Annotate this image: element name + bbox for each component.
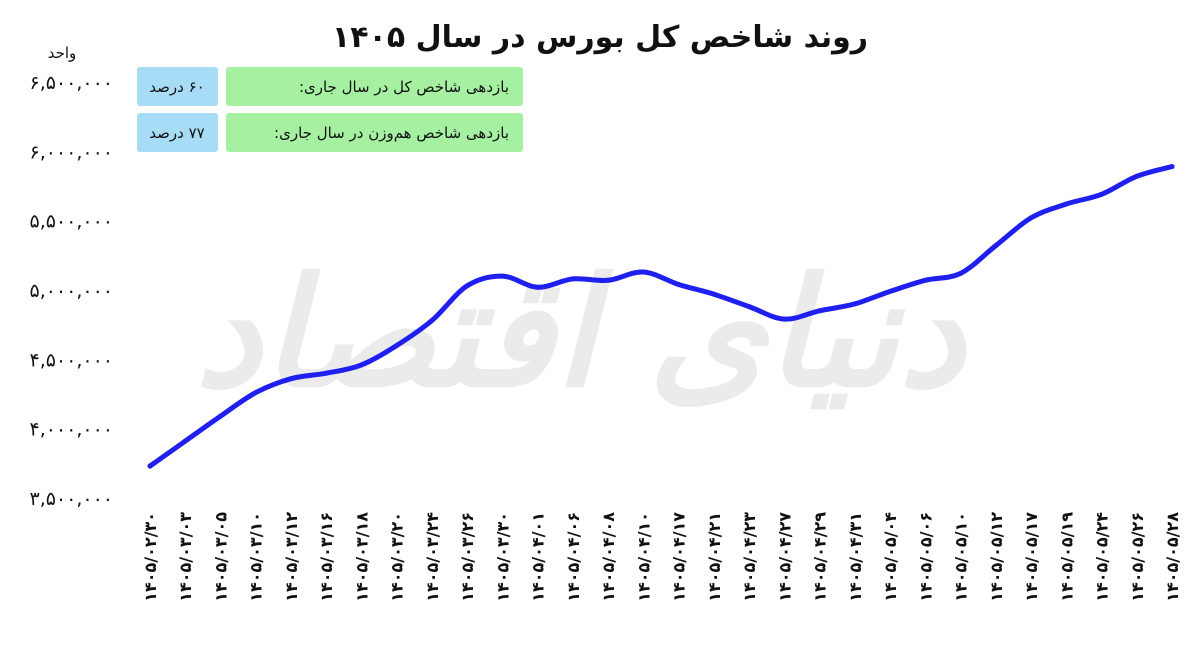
x-tick-label: ۱۴۰۵/۰۵/۲۶ <box>1128 512 1147 602</box>
x-tick-label: ۱۴۰۵/۰۵/۰۴ <box>881 512 900 602</box>
y-axis: ۶,۵۰۰,۰۰۰ ۶,۰۰۰,۰۰۰ ۵,۵۰۰,۰۰۰ ۵,۰۰۰,۰۰۰ ۴,۵۰… <box>29 72 113 510</box>
y-tick-label: ۵,۰۰۰,۰۰۰ <box>29 280 113 302</box>
info-box-1: بازدهی شاخص کل در سال جاری: ۶۰ درصد <box>137 67 523 106</box>
chart-title: روند شاخص کل بورس در سال ۱۴۰۵ <box>332 20 868 55</box>
info-box-1-label: بازدهی شاخص کل در سال جاری: <box>299 78 509 96</box>
y-tick-label: ۶,۰۰۰,۰۰۰ <box>29 141 113 163</box>
series-line <box>147 164 1175 469</box>
x-tick-label: ۱۴۰۵/۰۴/۰۱ <box>529 512 548 602</box>
x-tick-label: ۱۴۰۵/۰۵/۱۰ <box>952 512 971 602</box>
x-tick-label: ۱۴۰۵/۰۳/۲۶ <box>458 512 477 602</box>
data-point <box>711 291 717 297</box>
x-tick-label: ۱۴۰۵/۰۴/۲۷ <box>775 512 794 602</box>
x-tick-label: ۱۴۰۵/۰۵/۰۶ <box>916 512 935 602</box>
data-point <box>1169 164 1175 170</box>
data-point <box>817 308 823 314</box>
x-tick-label: ۱۴۰۵/۰۴/۱۷ <box>670 512 689 602</box>
data-point <box>746 304 752 310</box>
y-tick-label: ۵,۵۰۰,۰۰۰ <box>29 211 113 233</box>
data-point <box>182 438 188 444</box>
x-tick-label: ۱۴۰۵/۰۴/۲۳ <box>740 512 759 602</box>
data-point <box>288 376 294 382</box>
data-point <box>253 390 259 396</box>
data-point <box>781 316 787 322</box>
data-point <box>394 342 400 348</box>
data-point <box>993 243 999 249</box>
data-point <box>1099 191 1105 197</box>
x-tick-label: ۱۴۰۵/۰۳/۰۵ <box>211 512 230 602</box>
x-tick-label: ۱۴۰۵/۰۳/۰۳ <box>176 512 195 602</box>
data-point <box>570 276 576 282</box>
info-box-2-value-bg <box>137 113 218 152</box>
data-point <box>464 283 470 289</box>
y-tick-label: ۴,۵۰۰,۰۰۰ <box>29 349 113 371</box>
x-tick-label: ۱۴۰۵/۰۴/۰۸ <box>599 512 618 602</box>
data-point <box>922 277 928 283</box>
x-tick-label: ۱۴۰۵/۰۳/۱۸ <box>352 512 371 602</box>
data-point <box>958 270 964 276</box>
data-point <box>605 277 611 283</box>
data-point <box>1063 201 1069 207</box>
x-tick-label: ۱۴۰۵/۰۳/۱۲ <box>282 512 301 602</box>
y-tick-label: ۴,۰۰۰,۰۰۰ <box>29 419 113 441</box>
info-box-2-label: بازدهی شاخص هم‌وزن در سال جاری: <box>274 124 509 142</box>
data-point <box>887 288 893 294</box>
data-point <box>535 284 541 290</box>
x-tick-label: ۱۴۰۵/۰۳/۲۰ <box>388 512 407 602</box>
x-tick-label: ۱۴۰۵/۰۳/۲۴ <box>423 512 442 602</box>
x-axis: ۱۴۰۵/۰۲/۳۰ ۱۴۰۵/۰۳/۰۳ ۱۴۰۵/۰۳/۰۵ ۱۴۰۵/۰۳/۱۰… <box>141 512 1182 602</box>
data-point <box>852 301 858 307</box>
x-tick-label: ۱۴۰۵/۰۴/۲۹ <box>811 512 830 602</box>
x-tick-label: ۱۴۰۵/۰۴/۳۱ <box>846 512 865 602</box>
info-box-2: بازدهی شاخص هم‌وزن در سال جاری: ۷۷ درصد <box>137 113 523 152</box>
data-point <box>499 273 505 279</box>
data-point <box>217 413 223 419</box>
data-point <box>358 362 364 368</box>
info-box-1-value-bg <box>137 67 218 106</box>
x-tick-label: ۱۴۰۵/۰۵/۱۲ <box>987 512 1006 602</box>
info-box-2-value: ۷۷ درصد <box>149 124 204 142</box>
data-point <box>429 318 435 324</box>
x-tick-label: ۱۴۰۵/۰۴/۱۰ <box>634 512 653 602</box>
data-point <box>676 281 682 287</box>
x-tick-label: ۱۴۰۵/۰۳/۳۰ <box>493 512 512 602</box>
y-tick-label: ۶,۵۰۰,۰۰۰ <box>29 72 113 94</box>
watermark: دنیای اقتصاد <box>195 247 969 421</box>
data-point <box>1134 173 1140 179</box>
x-tick-label: ۱۴۰۵/۰۵/۱۷ <box>1022 512 1041 602</box>
info-box-2-label-bg <box>226 113 523 152</box>
x-tick-label: ۱۴۰۵/۰۴/۰۶ <box>564 512 583 602</box>
data-point <box>147 463 153 469</box>
x-tick-label: ۱۴۰۵/۰۵/۲۸ <box>1163 512 1182 602</box>
x-tick-label: ۱۴۰۵/۰۳/۱۶ <box>317 512 336 602</box>
data-point <box>323 370 329 376</box>
info-box-1-value: ۶۰ درصد <box>149 78 204 96</box>
info-box-1-label-bg <box>226 67 523 106</box>
x-tick-label: ۱۴۰۵/۰۴/۲۱ <box>705 512 724 602</box>
data-point <box>640 269 646 275</box>
data-point <box>1028 215 1034 221</box>
y-tick-label: ۳,۵۰۰,۰۰۰ <box>29 488 113 510</box>
x-tick-label: ۱۴۰۵/۰۵/۱۹ <box>1057 512 1076 602</box>
plot-area <box>147 164 1175 469</box>
x-tick-label: ۱۴۰۵/۰۲/۳۰ <box>141 512 160 602</box>
x-tick-label: ۱۴۰۵/۰۵/۲۴ <box>1093 512 1112 602</box>
x-tick-label: ۱۴۰۵/۰۳/۱۰ <box>247 512 266 602</box>
y-axis-unit-label: واحد <box>48 44 77 62</box>
